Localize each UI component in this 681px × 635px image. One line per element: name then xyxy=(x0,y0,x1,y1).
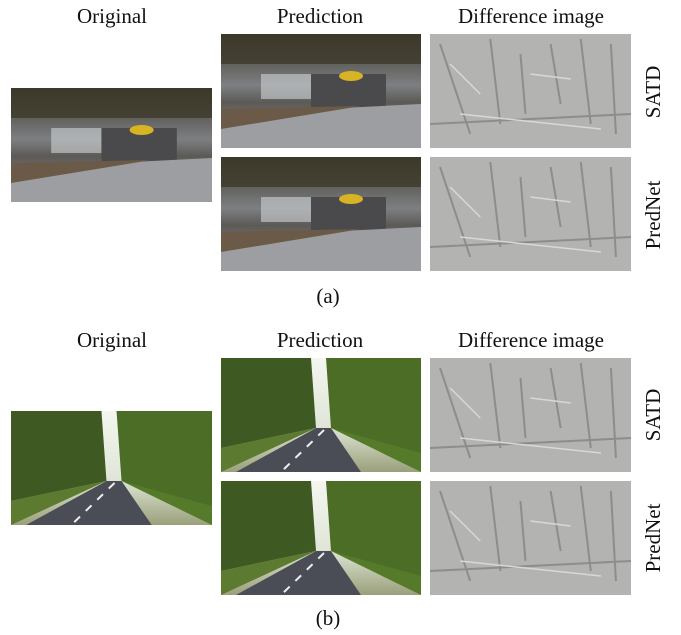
column-header: Original xyxy=(77,328,147,352)
row-label: SATD xyxy=(641,389,665,442)
image-prediction xyxy=(221,358,421,472)
column-header: Prediction xyxy=(277,328,364,352)
image-difference xyxy=(430,481,631,595)
page: {"panels": [ {"column_headers": ["Origin… xyxy=(0,0,681,635)
image-difference xyxy=(430,157,631,271)
image-prediction xyxy=(221,481,421,595)
image-difference xyxy=(430,358,631,472)
figure: Original Prediction Difference image SAT… xyxy=(0,0,681,635)
column-header: Prediction xyxy=(277,4,364,28)
column-header: Original xyxy=(77,4,147,28)
image-prediction xyxy=(221,34,421,148)
panel-label: (a) xyxy=(316,284,339,308)
row-label: PredNet xyxy=(641,503,665,572)
image-original xyxy=(11,88,212,202)
image-difference xyxy=(430,34,631,148)
panel-a: Original Prediction Difference image SAT… xyxy=(11,4,665,308)
column-header: Difference image xyxy=(458,4,604,28)
column-header: Difference image xyxy=(458,328,604,352)
row-label: PredNet xyxy=(641,180,665,249)
panel-b: Original Prediction Difference image SAT… xyxy=(11,328,665,630)
image-prediction xyxy=(221,157,421,271)
image-original xyxy=(11,411,212,525)
panel-label: (b) xyxy=(316,606,341,630)
row-label: SATD xyxy=(641,66,665,119)
